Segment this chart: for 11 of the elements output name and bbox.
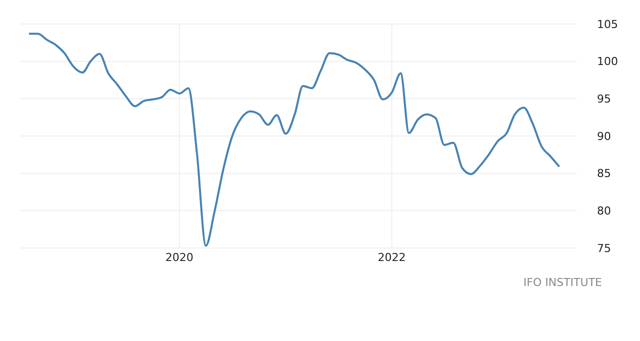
text: IFO INSTITUTE xyxy=(523,276,602,289)
y-tick-label: 95 xyxy=(597,92,611,106)
y-tick-label: 85 xyxy=(597,167,611,180)
y-tick-label: 90 xyxy=(597,130,611,143)
line-series xyxy=(28,32,560,247)
x-tick-label: 2022 xyxy=(378,251,406,264)
y-tick-label: 75 xyxy=(597,242,611,255)
y-tick-label: 105 xyxy=(597,18,618,31)
x-tick-label: 2020 xyxy=(165,251,194,264)
y-tick-label: 80 xyxy=(597,204,611,218)
y-tick-label: 100 xyxy=(597,55,618,68)
